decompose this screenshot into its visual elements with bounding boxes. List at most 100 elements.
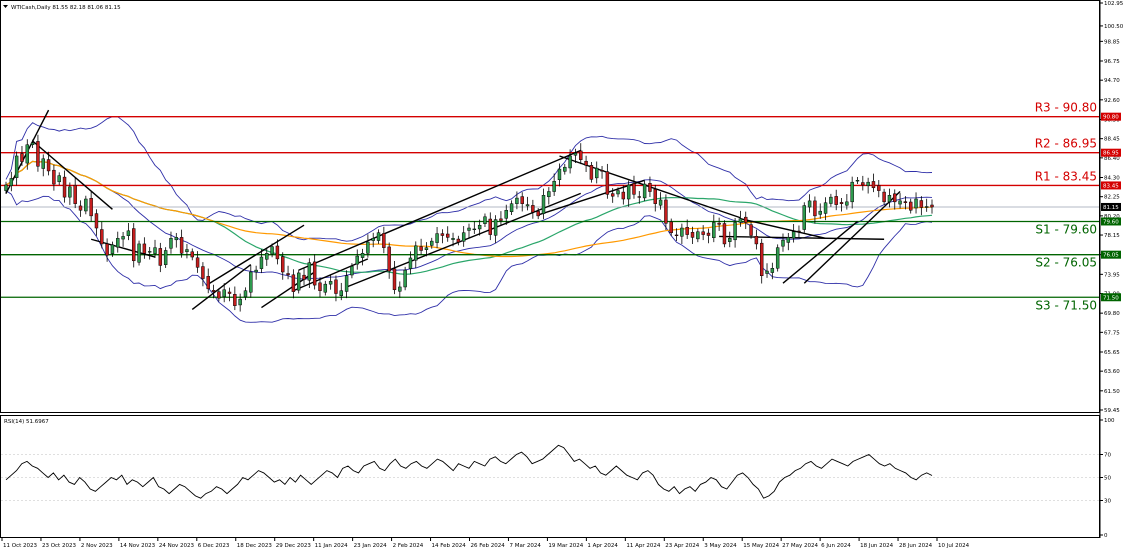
candle-up [786,237,791,243]
candle-up [68,186,72,198]
candle-up [270,246,274,255]
candle-up [41,158,45,169]
candle-down [227,291,232,294]
time-tick-label: 28 Jun 2024 [899,543,933,549]
time-axis: 11 Oct 2023 23 Oct 2023 2 Nov 2023 14 Nov 2… [1,538,970,549]
candle-down [669,221,673,233]
candle-up [360,253,365,258]
time-tick-label: 1 Apr 2024 [587,543,618,549]
candle-down [637,196,642,198]
candle-up [414,245,418,261]
price-tag-s2-text: 76.05 [1103,253,1119,259]
candle-up [126,230,131,236]
candle-down [882,191,886,203]
candle-up [823,202,828,214]
time-tick-label: 23 Oct 2023 [42,543,77,549]
candle-up [573,152,578,156]
candle-up [110,244,115,254]
candle-down [536,211,540,217]
price-tag-r3 [1101,112,1121,121]
time-tick-label: 2 Nov 2023 [81,543,113,549]
candle-down [190,251,194,258]
candle-down [36,141,40,167]
candle-up [430,240,434,246]
candle-up [829,196,833,204]
candle-up [243,290,248,298]
candle-up [765,270,769,274]
candle-down [206,276,210,290]
candle-up [733,222,737,241]
candle-up [451,238,455,240]
trendline [32,140,113,210]
trendline [537,179,645,216]
candle-up [477,224,482,230]
candle-down [46,159,51,172]
candle-down [759,242,764,276]
candle-down [286,273,290,276]
price-tag-s3 [1101,293,1121,302]
candle-up [914,198,918,209]
time-tick-label: 14 Feb 2024 [432,543,467,549]
candle-down [334,279,338,294]
time-tick-label: 18 Jun 2024 [860,543,894,549]
candle-down [717,222,721,225]
candle-down [834,196,838,205]
candle-down [142,243,147,254]
rsi-line [5,444,933,499]
candle-up [222,289,226,297]
support-resistance-levels: R3 - 90.80 R2 - 86.95 R1 - 83.45 S1 - 79.60… [1,101,1099,312]
candlesticks [4,134,934,312]
price-tag-s2 [1101,250,1121,259]
candle-down [919,200,924,208]
candle-up [147,251,152,253]
candle-down [520,196,524,204]
price-tick-label: 96.75 [1104,59,1120,65]
candle-down [100,229,104,245]
candle-up [323,283,328,293]
candle-up [924,206,929,208]
candle-down [871,181,876,189]
candle-up [802,205,806,230]
candle-up [472,228,477,231]
candle-down [392,268,397,291]
candle-up [25,144,30,164]
candle-down [653,189,657,204]
price-tick-label: 69.80 [1104,311,1120,317]
candle-up [845,201,849,206]
candle-up [435,233,439,243]
candle-down [589,165,594,180]
price-tag-current-text: 81.15 [1103,205,1119,211]
candle-down [839,202,844,204]
rsi-tick-label: 70 [1104,453,1111,459]
price-tag-s3-text: 71.50 [1103,295,1119,301]
trendline [298,149,582,271]
price-tick-label: 67.75 [1104,330,1120,336]
candle-up [781,239,785,247]
level-label-s1: S1 - 79.60 [1035,222,1097,236]
rsi-tick-label: 0 [1104,533,1108,539]
candle-up [642,183,647,199]
candle-up [14,155,19,178]
candle-down [744,216,748,223]
candle-down [445,233,450,238]
trendline [719,235,885,240]
candle-down [382,233,386,248]
price-tick-label: 102.95 [1104,1,1124,7]
candle-up [568,155,572,169]
candle-up [355,255,359,265]
price-tag-r1-text: 83.45 [1103,183,1119,189]
rsi-tick-label: 50 [1104,476,1111,482]
candle-up [328,281,333,285]
trendline [207,224,305,285]
candle-down [419,246,423,251]
price-tag-r2 [1101,148,1121,157]
candle-up [658,199,663,206]
candle-up [504,209,508,219]
price-tick-label: 84.30 [1104,175,1120,181]
candle-up [116,238,120,248]
rsi-plot [5,444,933,499]
candle-down [674,234,679,236]
candle-up [371,238,375,241]
dropdown-arrow-icon[interactable] [3,5,8,8]
